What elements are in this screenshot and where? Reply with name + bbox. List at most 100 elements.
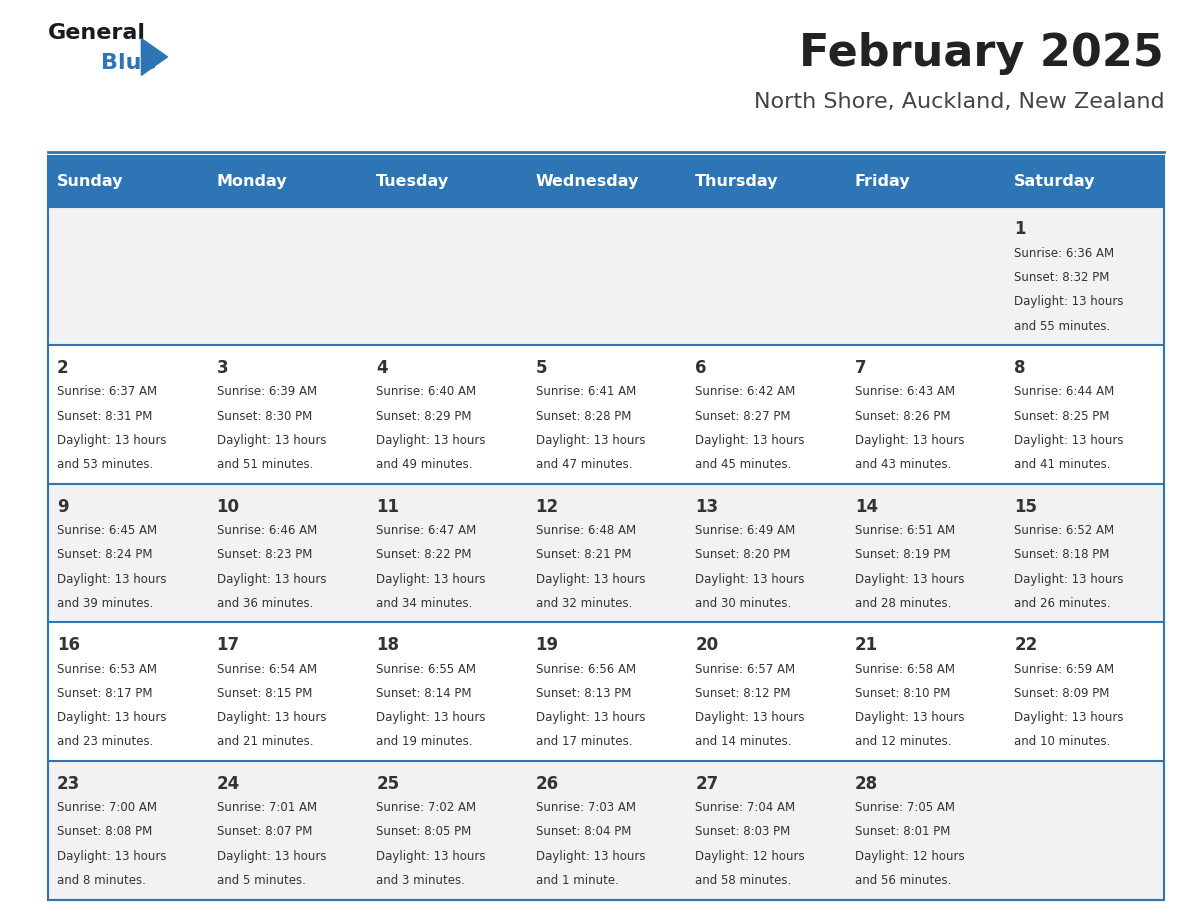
Text: Sunday: Sunday [57,174,124,189]
Text: Daylight: 13 hours: Daylight: 13 hours [695,711,804,724]
Text: Sunset: 8:25 PM: Sunset: 8:25 PM [1015,409,1110,422]
Text: and 49 minutes.: and 49 minutes. [377,458,473,471]
Text: Daylight: 13 hours: Daylight: 13 hours [377,573,486,586]
Text: Sunset: 8:26 PM: Sunset: 8:26 PM [854,409,950,422]
Text: 23: 23 [57,775,81,793]
Text: Sunrise: 6:47 AM: Sunrise: 6:47 AM [377,524,476,537]
Text: and 34 minutes.: and 34 minutes. [377,597,473,610]
Text: 24: 24 [216,775,240,793]
Text: Sunrise: 6:39 AM: Sunrise: 6:39 AM [216,386,317,398]
Text: Sunset: 8:13 PM: Sunset: 8:13 PM [536,687,631,700]
Text: Daylight: 13 hours: Daylight: 13 hours [695,434,804,447]
Text: and 32 minutes.: and 32 minutes. [536,597,632,610]
Text: Sunrise: 6:53 AM: Sunrise: 6:53 AM [57,663,157,676]
Text: North Shore, Auckland, New Zealand: North Shore, Auckland, New Zealand [753,92,1164,112]
Text: Daylight: 13 hours: Daylight: 13 hours [57,711,166,724]
Text: General: General [48,23,145,43]
Text: 11: 11 [377,498,399,516]
Text: 27: 27 [695,775,719,793]
Text: and 28 minutes.: and 28 minutes. [854,597,952,610]
Text: Daylight: 13 hours: Daylight: 13 hours [1015,296,1124,308]
Text: and 23 minutes.: and 23 minutes. [57,735,153,748]
Bar [48,156,1164,900]
Text: Daylight: 13 hours: Daylight: 13 hours [536,573,645,586]
Text: Sunrise: 6:58 AM: Sunrise: 6:58 AM [854,663,955,676]
Text: Sunrise: 6:52 AM: Sunrise: 6:52 AM [1015,524,1114,537]
Text: Sunrise: 6:46 AM: Sunrise: 6:46 AM [216,524,317,537]
Text: 10: 10 [216,498,240,516]
Text: and 43 minutes.: and 43 minutes. [854,458,952,471]
Text: and 39 minutes.: and 39 minutes. [57,597,153,610]
Text: Sunrise: 6:59 AM: Sunrise: 6:59 AM [1015,663,1114,676]
Text: Daylight: 13 hours: Daylight: 13 hours [57,573,166,586]
Text: Sunset: 8:09 PM: Sunset: 8:09 PM [1015,687,1110,700]
Text: 16: 16 [57,636,80,655]
Text: 15: 15 [1015,498,1037,516]
Text: and 58 minutes.: and 58 minutes. [695,874,791,887]
Polygon shape [141,39,168,75]
Text: Sunset: 8:05 PM: Sunset: 8:05 PM [377,825,472,838]
Text: and 45 minutes.: and 45 minutes. [695,458,791,471]
Bar [48,345,1164,484]
Text: Friday: Friday [854,174,910,189]
Text: Sunset: 8:23 PM: Sunset: 8:23 PM [216,548,312,561]
Text: 19: 19 [536,636,558,655]
Text: and 5 minutes.: and 5 minutes. [216,874,305,887]
Text: 4: 4 [377,359,387,377]
Text: Sunrise: 6:43 AM: Sunrise: 6:43 AM [854,386,955,398]
Text: and 14 minutes.: and 14 minutes. [695,735,791,748]
Text: Tuesday: Tuesday [377,174,449,189]
Text: Daylight: 13 hours: Daylight: 13 hours [854,573,965,586]
Text: and 55 minutes.: and 55 minutes. [1015,319,1111,332]
Text: Daylight: 13 hours: Daylight: 13 hours [57,434,166,447]
Text: Sunrise: 6:36 AM: Sunrise: 6:36 AM [1015,247,1114,260]
Text: and 30 minutes.: and 30 minutes. [695,597,791,610]
Text: 25: 25 [377,775,399,793]
Text: 13: 13 [695,498,719,516]
Text: 22: 22 [1015,636,1037,655]
Text: Daylight: 13 hours: Daylight: 13 hours [377,434,486,447]
Text: Daylight: 13 hours: Daylight: 13 hours [377,850,486,863]
Text: 28: 28 [854,775,878,793]
Text: Sunset: 8:01 PM: Sunset: 8:01 PM [854,825,950,838]
Text: Daylight: 13 hours: Daylight: 13 hours [216,434,327,447]
Bar [48,484,1164,622]
Bar [48,156,1164,207]
Text: Daylight: 13 hours: Daylight: 13 hours [57,850,166,863]
Text: 21: 21 [854,636,878,655]
Text: 7: 7 [854,359,866,377]
Text: Sunset: 8:32 PM: Sunset: 8:32 PM [1015,271,1110,284]
Text: Daylight: 13 hours: Daylight: 13 hours [1015,573,1124,586]
Text: 17: 17 [216,636,240,655]
Text: Sunrise: 7:02 AM: Sunrise: 7:02 AM [377,801,476,814]
Text: Sunrise: 6:55 AM: Sunrise: 6:55 AM [377,663,476,676]
Text: 12: 12 [536,498,558,516]
Text: Daylight: 13 hours: Daylight: 13 hours [536,850,645,863]
Text: Sunrise: 7:01 AM: Sunrise: 7:01 AM [216,801,317,814]
Text: Sunrise: 6:42 AM: Sunrise: 6:42 AM [695,386,796,398]
Text: Daylight: 13 hours: Daylight: 13 hours [216,711,327,724]
Text: and 21 minutes.: and 21 minutes. [216,735,314,748]
Text: 26: 26 [536,775,558,793]
Text: Daylight: 13 hours: Daylight: 13 hours [377,711,486,724]
Text: Sunset: 8:28 PM: Sunset: 8:28 PM [536,409,631,422]
Text: and 51 minutes.: and 51 minutes. [216,458,312,471]
Text: and 12 minutes.: and 12 minutes. [854,735,952,748]
Text: and 26 minutes.: and 26 minutes. [1015,597,1111,610]
Text: Sunrise: 6:51 AM: Sunrise: 6:51 AM [854,524,955,537]
Text: Sunrise: 6:41 AM: Sunrise: 6:41 AM [536,386,636,398]
Text: Sunrise: 6:56 AM: Sunrise: 6:56 AM [536,663,636,676]
Text: 8: 8 [1015,359,1025,377]
Text: 5: 5 [536,359,548,377]
Text: Sunrise: 6:40 AM: Sunrise: 6:40 AM [377,386,476,398]
Text: Sunrise: 6:45 AM: Sunrise: 6:45 AM [57,524,157,537]
Text: Daylight: 13 hours: Daylight: 13 hours [695,573,804,586]
Text: Sunset: 8:07 PM: Sunset: 8:07 PM [216,825,312,838]
Text: Sunset: 8:08 PM: Sunset: 8:08 PM [57,825,152,838]
Text: Sunset: 8:20 PM: Sunset: 8:20 PM [695,548,790,561]
Text: February 2025: February 2025 [800,32,1164,75]
Text: Sunset: 8:24 PM: Sunset: 8:24 PM [57,548,152,561]
Text: 3: 3 [216,359,228,377]
Text: Sunset: 8:17 PM: Sunset: 8:17 PM [57,687,152,700]
Text: Thursday: Thursday [695,174,778,189]
